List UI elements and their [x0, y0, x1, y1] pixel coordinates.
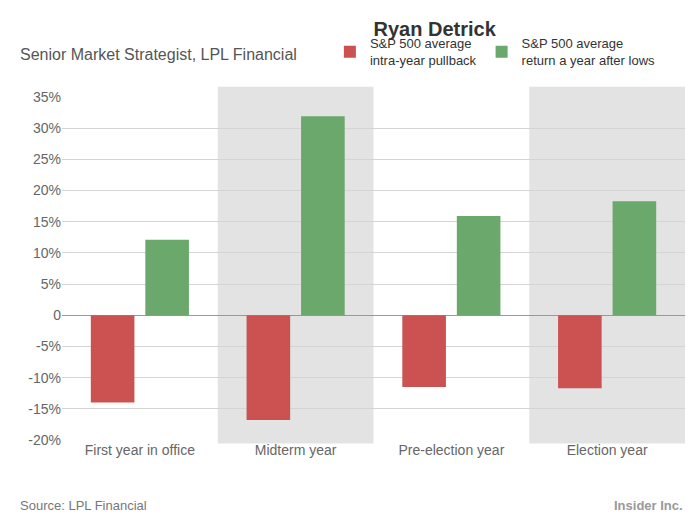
- svg-text:-10%: -10%: [28, 370, 61, 386]
- svg-text:S&P 500 averageintra-year pull: S&P 500 averageintra-year pullback: [370, 36, 477, 68]
- svg-text:30%: 30%: [33, 120, 61, 136]
- svg-text:0: 0: [53, 307, 61, 323]
- svg-text:Insider Inc.: Insider Inc.: [614, 498, 683, 513]
- svg-text:Source: LPL Financial: Source: LPL Financial: [20, 498, 147, 513]
- svg-text:25%: 25%: [33, 151, 61, 167]
- svg-text:S&P 500 averagereturn a year a: S&P 500 averagereturn a year after lows: [522, 36, 655, 68]
- svg-text:-20%: -20%: [28, 432, 61, 448]
- svg-text:Pre-election year: Pre-election year: [398, 442, 504, 458]
- svg-text:Midterm year: Midterm year: [255, 442, 337, 458]
- svg-text:First year in office: First year in office: [85, 442, 195, 458]
- svg-text:-5%: -5%: [36, 338, 61, 354]
- svg-text:20%: 20%: [33, 182, 61, 198]
- svg-text:-15%: -15%: [28, 401, 61, 417]
- svg-text:5%: 5%: [41, 276, 61, 292]
- svg-text:Election year: Election year: [567, 442, 648, 458]
- svg-text:35%: 35%: [33, 89, 61, 105]
- svg-text:Senior Market Strategist, LPL: Senior Market Strategist, LPL Financial: [20, 46, 297, 63]
- svg-text:Ryan Detrick: Ryan Detrick: [374, 18, 497, 40]
- svg-text:15%: 15%: [33, 214, 61, 230]
- svg-text:10%: 10%: [33, 245, 61, 261]
